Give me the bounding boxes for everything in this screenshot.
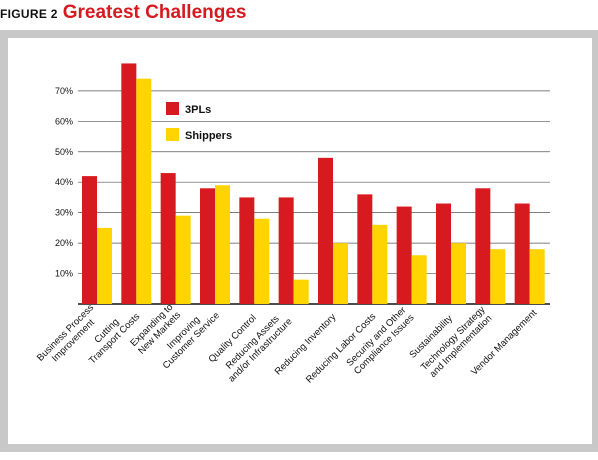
legend-label-shippers: Shippers — [185, 130, 232, 142]
bar-shippers — [136, 78, 152, 304]
bar-shippers — [529, 249, 545, 304]
figure-title: Greatest Challenges — [62, 2, 247, 23]
bar-3pls — [475, 188, 491, 304]
bar-3pls — [239, 197, 255, 304]
figure-label: FIGURE 2 — [0, 7, 58, 21]
bar-3pls — [396, 206, 412, 304]
legend-swatch-shippers — [166, 128, 179, 141]
bar-3pls — [318, 157, 333, 304]
bar-shippers — [175, 215, 191, 304]
bar-3pls — [200, 188, 215, 304]
bar-3pls — [82, 176, 97, 304]
bar-shippers — [451, 243, 466, 304]
bar-shippers — [293, 279, 309, 304]
bar-shippers — [215, 185, 230, 304]
y-tick-label: 30% — [55, 208, 73, 218]
y-tick-label: 10% — [55, 269, 73, 279]
bar-3pls — [357, 194, 373, 304]
bar-shippers — [372, 224, 388, 304]
legend-swatch-3pls — [166, 102, 179, 115]
bar-3pls — [514, 203, 530, 304]
y-tick-label: 40% — [55, 177, 73, 187]
chart-panel: 10% 20% 30% 40% 50% 60% 70% Business ProcessImp… — [8, 38, 592, 444]
bar-3pls — [278, 197, 294, 304]
bar-shippers — [333, 243, 348, 304]
bar-chart: 10%20%30%40%50%60%70%Business ProcessImp… — [35, 63, 550, 386]
bar-3pls — [160, 173, 176, 304]
bar-shippers — [254, 218, 270, 304]
y-tick-label: 20% — [55, 238, 73, 248]
figure-header: FIGURE 2 Greatest Challenges — [0, 2, 247, 24]
y-tick-label: 70% — [55, 86, 73, 96]
bar-3pls — [436, 203, 451, 304]
y-tick-label: 50% — [55, 147, 73, 157]
legend-label-3pls: 3PLs — [185, 104, 211, 116]
bar-shippers — [411, 255, 427, 304]
bar-shippers — [490, 249, 506, 304]
chart-frame: 10% 20% 30% 40% 50% 60% 70% Business ProcessImp… — [0, 30, 598, 452]
bar-3pls — [121, 63, 137, 304]
bar-shippers — [97, 227, 112, 304]
y-tick-label: 60% — [55, 116, 73, 126]
